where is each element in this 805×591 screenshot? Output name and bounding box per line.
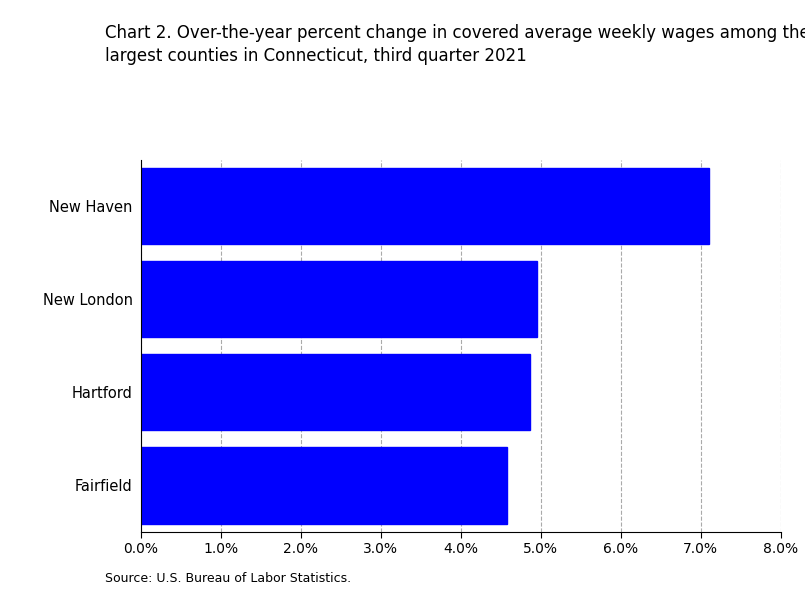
Text: Chart 2. Over-the-year percent change in covered average weekly wages among the
: Chart 2. Over-the-year percent change in… <box>105 24 805 65</box>
Bar <box>141 354 530 430</box>
Bar <box>141 447 507 524</box>
Bar <box>141 261 537 337</box>
Bar <box>141 168 709 244</box>
Text: Source: U.S. Bureau of Labor Statistics.: Source: U.S. Bureau of Labor Statistics. <box>105 572 351 585</box>
